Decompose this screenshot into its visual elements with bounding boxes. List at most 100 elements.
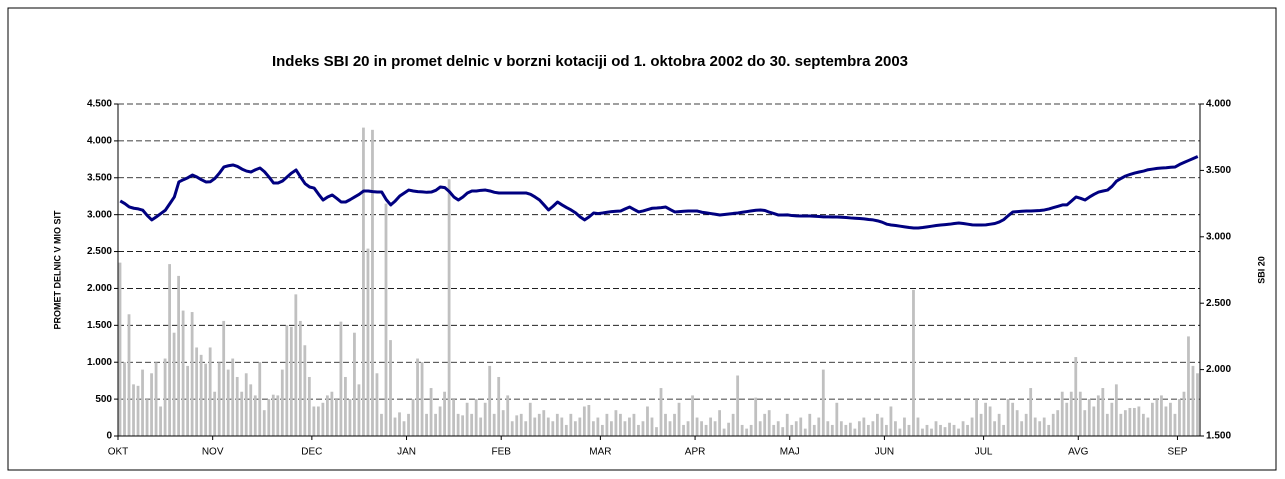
bar bbox=[1051, 413, 1055, 436]
bar bbox=[528, 402, 532, 436]
bar bbox=[542, 410, 546, 436]
bar bbox=[610, 421, 613, 436]
bar bbox=[168, 264, 171, 436]
bar bbox=[217, 362, 221, 436]
bar bbox=[916, 417, 920, 436]
bar bbox=[646, 406, 649, 436]
bar bbox=[668, 421, 672, 436]
bar bbox=[695, 417, 699, 436]
bar bbox=[438, 406, 442, 436]
bar bbox=[123, 362, 126, 436]
bar bbox=[650, 417, 654, 436]
y2-tick-label: 4.000 bbox=[1206, 99, 1231, 110]
bar bbox=[1123, 410, 1127, 436]
bar bbox=[1191, 365, 1195, 436]
bar bbox=[628, 417, 631, 436]
bar bbox=[857, 421, 861, 436]
bar bbox=[289, 326, 293, 436]
bar bbox=[240, 391, 244, 436]
bar bbox=[195, 347, 199, 436]
bar bbox=[1110, 402, 1114, 436]
bar bbox=[984, 402, 987, 436]
bar bbox=[353, 332, 356, 436]
bar bbox=[199, 354, 203, 436]
bar bbox=[1092, 406, 1096, 436]
bar bbox=[1128, 407, 1132, 436]
y2-tick-label: 2.000 bbox=[1206, 364, 1231, 375]
bar bbox=[1169, 402, 1172, 436]
bar bbox=[785, 413, 789, 436]
bar bbox=[1015, 410, 1019, 436]
bar bbox=[700, 421, 703, 436]
bar bbox=[1069, 391, 1073, 436]
bar bbox=[1056, 410, 1060, 436]
chart-title: Indeks SBI 20 in promet delnic v borzni … bbox=[272, 53, 908, 70]
bar bbox=[280, 369, 284, 436]
bar bbox=[781, 427, 785, 436]
bar bbox=[740, 424, 744, 436]
bar bbox=[461, 415, 465, 436]
bar bbox=[885, 424, 888, 436]
chart-frame bbox=[7, 7, 1277, 471]
bar bbox=[510, 421, 514, 436]
bar bbox=[664, 413, 667, 436]
x-tick-label: OKT bbox=[108, 447, 129, 458]
bar bbox=[907, 424, 911, 436]
bar bbox=[600, 424, 604, 436]
bar bbox=[993, 421, 997, 436]
bar bbox=[682, 424, 685, 436]
bar bbox=[912, 289, 915, 436]
bar bbox=[979, 413, 983, 436]
bar bbox=[1196, 373, 1199, 436]
bar bbox=[276, 395, 280, 436]
bar bbox=[393, 417, 397, 436]
bar bbox=[619, 413, 622, 436]
bar bbox=[632, 413, 636, 436]
bar bbox=[163, 358, 167, 436]
bar bbox=[894, 421, 897, 436]
bar bbox=[939, 424, 942, 436]
bar bbox=[731, 413, 735, 436]
bar bbox=[537, 413, 541, 436]
bar bbox=[596, 417, 600, 436]
y2-axis-label: SBI 20 bbox=[1256, 256, 1266, 284]
bar bbox=[1033, 417, 1037, 436]
bar bbox=[763, 413, 767, 436]
bar bbox=[249, 384, 253, 436]
bar bbox=[357, 384, 361, 436]
bar bbox=[159, 406, 162, 436]
y-tick-label: 3.000 bbox=[87, 209, 112, 220]
bar bbox=[303, 345, 307, 436]
bar bbox=[398, 412, 401, 436]
bar bbox=[1164, 406, 1168, 436]
bar bbox=[1006, 399, 1010, 436]
bar bbox=[934, 421, 938, 436]
bar bbox=[758, 421, 762, 436]
bar bbox=[465, 402, 469, 436]
bar bbox=[231, 358, 235, 436]
bar bbox=[817, 417, 821, 436]
bar bbox=[429, 388, 433, 436]
bar bbox=[294, 294, 298, 436]
bar bbox=[316, 406, 320, 436]
bar bbox=[1105, 413, 1109, 436]
bar bbox=[943, 427, 947, 436]
bar bbox=[1042, 417, 1046, 436]
bar bbox=[866, 424, 870, 436]
bar bbox=[591, 421, 595, 436]
bar bbox=[492, 413, 496, 436]
bar bbox=[474, 399, 478, 436]
bar bbox=[506, 395, 510, 436]
bar bbox=[348, 399, 352, 436]
bar bbox=[339, 321, 343, 436]
x-tick-label: AVG bbox=[1068, 447, 1089, 458]
bar bbox=[253, 395, 257, 436]
bar bbox=[1114, 384, 1118, 436]
bar bbox=[150, 373, 153, 436]
bar bbox=[551, 421, 555, 436]
bar bbox=[330, 391, 334, 436]
bar bbox=[118, 262, 122, 436]
bar bbox=[298, 320, 302, 436]
bar bbox=[235, 376, 239, 436]
bar bbox=[362, 127, 365, 436]
